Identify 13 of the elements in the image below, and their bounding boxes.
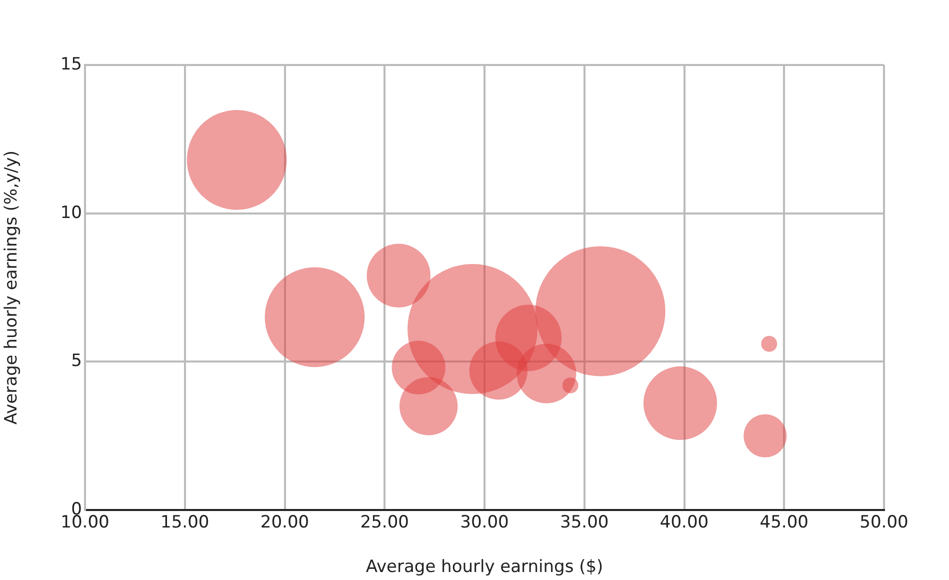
y-tick-label: 10 [60,202,82,223]
x-axis-title: Average hourly earnings ($) [366,557,604,578]
x-tick-label: 15.00 [160,512,210,533]
x-tick-label: 35.00 [560,512,609,533]
y-axis-title: Average huorly earnings (%,y/y) [2,150,22,424]
x-tick-label: 40.00 [660,512,709,533]
x-tick-label: 25.00 [360,512,409,533]
x-tick-label: 50.00 [860,512,908,533]
x-tick-label: 45.00 [760,512,808,533]
y-tick-label: 5 [71,351,82,372]
x-tick-label: 20.00 [260,512,310,533]
y-tick-label: 15 [60,54,82,74]
x-tick-label: 30.00 [460,512,509,533]
